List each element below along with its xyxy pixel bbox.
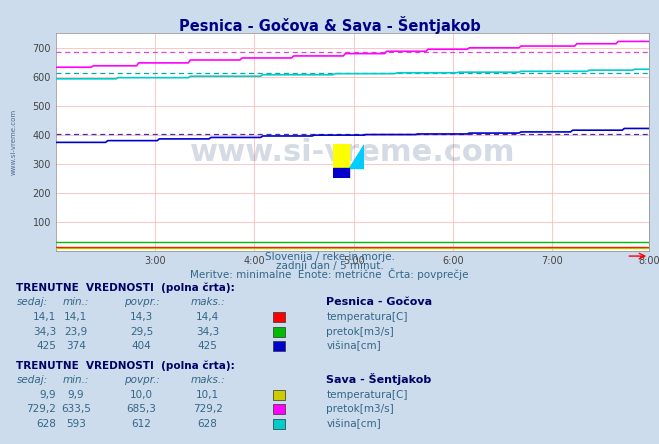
Text: sedaj:: sedaj: xyxy=(16,297,47,308)
Text: 29,5: 29,5 xyxy=(130,327,154,337)
Text: www.si-vreme.com: www.si-vreme.com xyxy=(190,139,515,167)
Text: maks.:: maks.: xyxy=(190,297,225,308)
Text: 34,3: 34,3 xyxy=(196,327,219,337)
Text: Pesnica - Gočova & Sava - Šentjakob: Pesnica - Gočova & Sava - Šentjakob xyxy=(179,16,480,34)
Text: 633,5: 633,5 xyxy=(61,404,91,415)
Text: www.si-vreme.com: www.si-vreme.com xyxy=(11,109,16,175)
Text: min.:: min.: xyxy=(63,297,89,308)
Text: povpr.:: povpr.: xyxy=(124,297,159,308)
Text: 612: 612 xyxy=(132,419,152,429)
Text: temperatura[C]: temperatura[C] xyxy=(326,390,408,400)
Text: Pesnica - Gočova: Pesnica - Gočova xyxy=(326,297,432,308)
Text: 14,1: 14,1 xyxy=(64,312,88,322)
Text: maks.:: maks.: xyxy=(190,375,225,385)
Text: TRENUTNE  VREDNOSTI  (polna črta):: TRENUTNE VREDNOSTI (polna črta): xyxy=(16,282,235,293)
Text: 10,1: 10,1 xyxy=(196,390,219,400)
Text: 628: 628 xyxy=(198,419,217,429)
Text: 14,1: 14,1 xyxy=(33,312,56,322)
Text: višina[cm]: višina[cm] xyxy=(326,341,381,352)
Text: 404: 404 xyxy=(132,341,152,352)
Polygon shape xyxy=(349,144,364,168)
Text: 9,9: 9,9 xyxy=(67,390,84,400)
Text: Meritve: minimalne  Enote: metrične  Črta: povprečje: Meritve: minimalne Enote: metrične Črta:… xyxy=(190,268,469,281)
Text: višina[cm]: višina[cm] xyxy=(326,419,381,429)
Text: 425: 425 xyxy=(198,341,217,352)
Text: 14,3: 14,3 xyxy=(130,312,154,322)
Text: Slovenija / reke in morje.: Slovenija / reke in morje. xyxy=(264,252,395,262)
Text: 10,0: 10,0 xyxy=(130,390,153,400)
Text: pretok[m3/s]: pretok[m3/s] xyxy=(326,404,394,415)
Text: 685,3: 685,3 xyxy=(127,404,157,415)
Text: TRENUTNE  VREDNOSTI  (polna črta):: TRENUTNE VREDNOSTI (polna črta): xyxy=(16,360,235,371)
Text: min.:: min.: xyxy=(63,375,89,385)
Text: 374: 374 xyxy=(66,341,86,352)
Text: 729,2: 729,2 xyxy=(192,404,223,415)
Text: 34,3: 34,3 xyxy=(33,327,56,337)
Text: 729,2: 729,2 xyxy=(26,404,56,415)
Text: 425: 425 xyxy=(36,341,56,352)
Bar xyxy=(333,144,349,168)
Text: Sava - Šentjakob: Sava - Šentjakob xyxy=(326,373,432,385)
Text: zadnji dan / 5 minut.: zadnji dan / 5 minut. xyxy=(275,261,384,271)
Text: sedaj:: sedaj: xyxy=(16,375,47,385)
Polygon shape xyxy=(333,168,349,178)
Text: 593: 593 xyxy=(66,419,86,429)
Text: 14,4: 14,4 xyxy=(196,312,219,322)
Text: povpr.:: povpr.: xyxy=(124,375,159,385)
Text: temperatura[C]: temperatura[C] xyxy=(326,312,408,322)
Text: 628: 628 xyxy=(36,419,56,429)
Text: 9,9: 9,9 xyxy=(40,390,56,400)
Text: 23,9: 23,9 xyxy=(64,327,88,337)
Text: pretok[m3/s]: pretok[m3/s] xyxy=(326,327,394,337)
